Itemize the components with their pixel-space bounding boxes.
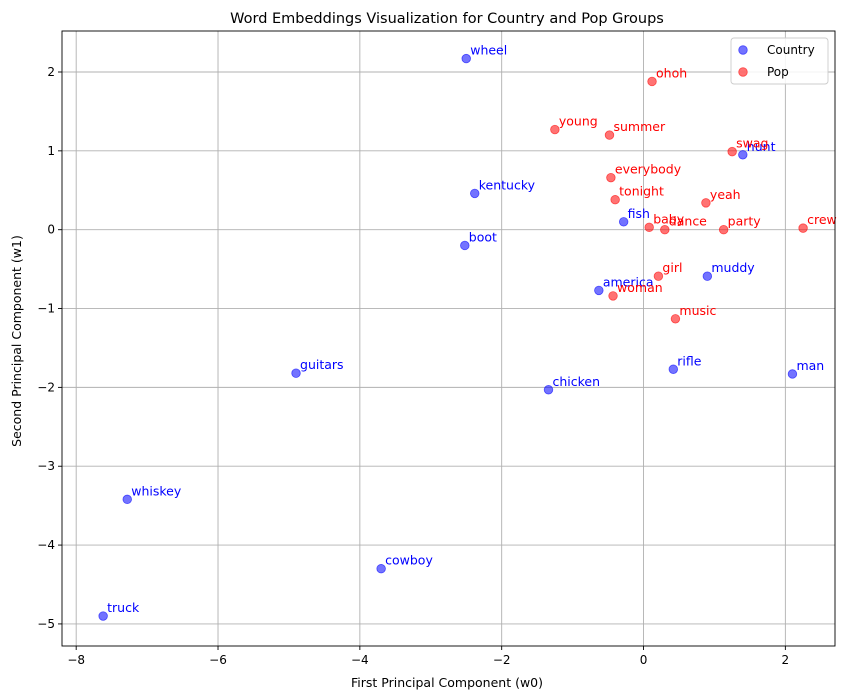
country-point-truck <box>98 611 108 621</box>
pop-label-everybody: everybody <box>615 162 682 177</box>
pop-label-yeah: yeah <box>710 187 741 202</box>
legend: Country Pop <box>730 37 829 85</box>
pop-point-swag <box>727 146 737 157</box>
country-label-rifle: rifle <box>677 353 701 368</box>
legend-label-country: Country <box>767 43 815 57</box>
country-point-kentucky <box>470 188 480 199</box>
country-point-wheel <box>461 53 471 64</box>
country-label-muddy: muddy <box>711 260 755 275</box>
pop-point-girl <box>653 271 664 281</box>
point-labels: wheel kentucky boot fish hunt america muddy rif… <box>107 43 837 615</box>
country-point-boot <box>460 240 470 251</box>
pop-label-girl: girl <box>662 260 682 275</box>
x-tick-label: 0 <box>640 653 648 667</box>
y-tick-label: −1 <box>37 302 55 316</box>
country-point-cowboy <box>376 564 386 574</box>
pop-label-ohoh: ohoh <box>656 65 687 80</box>
country-label-cowboy: cowboy <box>385 553 433 568</box>
pop-point-ohoh <box>647 76 657 87</box>
country-label-truck: truck <box>107 600 140 615</box>
plot-frame <box>61 30 836 647</box>
x-tick-label: −8 <box>67 653 85 667</box>
y-tick-label: −2 <box>37 380 55 394</box>
pop-point-music <box>670 314 681 324</box>
country-point-muddy <box>702 271 713 281</box>
pop-label-summer: summer <box>613 119 665 134</box>
country-label-man: man <box>796 358 824 373</box>
pop-point-tonight <box>610 195 620 205</box>
y-tick-label: 1 <box>47 144 55 158</box>
country-point-hunt <box>738 150 748 160</box>
grid <box>62 31 835 646</box>
pop-label-young: young <box>559 114 598 129</box>
pop-point-summer <box>604 130 615 140</box>
x-tick-label: −6 <box>209 653 227 667</box>
pop-label-crew: crew <box>807 212 837 227</box>
pop-label-tonight: tonight <box>619 184 664 199</box>
legend-marker-pop <box>738 67 748 77</box>
y-tick-label: 2 <box>47 65 55 79</box>
pop-label-music: music <box>679 303 716 318</box>
y-tick-label: −4 <box>37 538 55 552</box>
pop-point-woman <box>608 291 618 301</box>
country-point-man <box>787 369 798 379</box>
x-tick-label: 2 <box>782 653 790 667</box>
pop-point-yeah <box>701 198 711 208</box>
country-label-kentucky: kentucky <box>479 177 536 192</box>
pop-label-woman: woman <box>617 280 663 295</box>
country-point-america <box>594 285 604 296</box>
country-label-hunt: hunt <box>747 139 776 154</box>
country-point-fish <box>618 217 629 227</box>
country-point-guitars <box>291 368 301 378</box>
y-axis-label: Second Principal Component (w1) <box>9 235 24 447</box>
x-tick-label: −4 <box>351 653 369 667</box>
legend-box <box>730 37 829 85</box>
country-point-rifle <box>668 364 679 374</box>
y-tick-label: 0 <box>47 223 55 237</box>
pop-label-swag: swag <box>736 136 768 151</box>
pop-point-everybody <box>606 172 616 183</box>
country-label-america: america <box>603 274 654 289</box>
country-label-fish: fish <box>628 206 650 221</box>
country-label-guitars: guitars <box>300 357 344 372</box>
pop-point-baby <box>644 222 654 233</box>
axis-ticks: −8 −6 −4 −2 0 2 −5 −4 −3 −2 −1 0 1 2 <box>37 65 789 667</box>
y-tick-label: −5 <box>37 617 55 631</box>
pop-label-party: party <box>728 214 762 229</box>
pop-label-baby: baby <box>653 211 685 226</box>
pop-label-dance: dance <box>669 214 707 229</box>
x-axis-label: First Principal Component (w0) <box>351 675 543 690</box>
y-tick-label: −3 <box>37 459 55 473</box>
data-points <box>98 53 808 621</box>
chart-title: Word Embeddings Visualization for Countr… <box>230 11 664 27</box>
pop-point-party <box>718 224 729 235</box>
country-label-chicken: chicken <box>552 374 600 389</box>
pop-point-young <box>550 124 560 135</box>
country-point-chicken <box>543 385 554 395</box>
country-label-boot: boot <box>469 229 497 244</box>
x-tick-label: −2 <box>493 653 511 667</box>
legend-marker-country <box>738 45 748 55</box>
pop-point-crew <box>798 223 808 233</box>
country-label-wheel: wheel <box>470 43 507 58</box>
legend-label-pop: Pop <box>767 65 789 79</box>
country-point-whiskey <box>122 494 132 505</box>
pop-point-dance <box>660 224 670 235</box>
country-label-whiskey: whiskey <box>131 483 182 498</box>
